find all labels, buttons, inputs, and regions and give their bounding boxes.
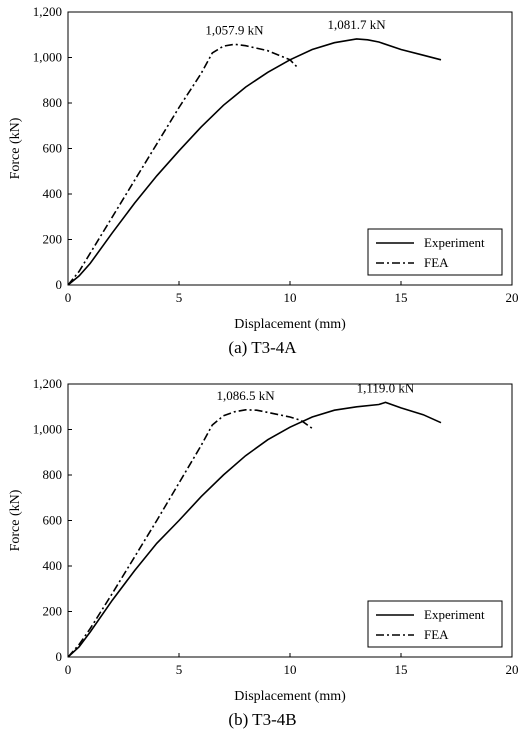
x-axis-label: Displacement (mm)	[234, 689, 346, 704]
y-tick-label: 600	[43, 141, 63, 156]
x-tick-label: 10	[284, 290, 297, 305]
chart-a-caption: (a) T3-4A	[228, 338, 297, 357]
x-tick-label: 20	[506, 662, 519, 677]
series-line-fea	[67, 408, 313, 658]
y-tick-label: 0	[56, 649, 63, 664]
x-tick-label: 0	[65, 662, 72, 677]
y-tick-label: 0	[56, 277, 63, 292]
y-tick-label: 1,000	[33, 422, 62, 437]
x-tick-label: 0	[65, 290, 72, 305]
y-tick-label: 600	[43, 513, 63, 528]
chart-b-svg: 0 200 400 600 800 1,000 1,200 0 5 10 15 20 Displacem…	[8, 376, 519, 704]
legend-box	[367, 228, 503, 276]
y-tick-label: 1,200	[33, 4, 62, 19]
series-line-experiment	[67, 401, 442, 658]
x-tick-label: 10	[284, 662, 297, 677]
x-tick-label: 5	[176, 662, 183, 677]
y-tick-label: 1,000	[33, 50, 62, 65]
y-tick-label: 1,200	[33, 376, 62, 391]
y-axis-label: Force (kN)	[8, 489, 23, 551]
x-tick-label: 20	[506, 290, 519, 305]
series-line-experiment	[67, 38, 442, 286]
y-tick-label: 400	[43, 558, 63, 573]
peak-annotation: 1,081.7 kN	[328, 17, 387, 32]
y-axis-label: Force (kN)	[8, 117, 23, 179]
chart-a-svg: 0 200 400 600 800 1,000 1,200 0 5 10 15 20 Displacem…	[8, 4, 519, 332]
chart-panel-a: 0 200 400 600 800 1,000 1,200 0 5 10 15 20 Displacem…	[8, 4, 519, 357]
y-tick-label: 400	[43, 186, 63, 201]
x-axis-label: Displacement (mm)	[234, 317, 346, 332]
x-tick-label: 15	[395, 290, 408, 305]
x-tick-label: 15	[395, 662, 408, 677]
legend-label-fea: FEA	[424, 255, 449, 270]
y-tick-label: 800	[43, 467, 63, 482]
legend-label-fea: FEA	[424, 627, 449, 642]
legend-label-experiment: Experiment	[424, 235, 485, 250]
peak-annotation: 1,119.0 kN	[357, 380, 415, 395]
series-line-fea	[67, 43, 298, 286]
y-tick-label: 200	[43, 232, 63, 247]
legend-box	[367, 600, 503, 648]
peak-annotation: 1,057.9 kN	[205, 22, 264, 37]
chart-panel-b: 0 200 400 600 800 1,000 1,200 0 5 10 15 20 Displacem…	[0, 372, 525, 744]
y-tick-label: 200	[43, 604, 63, 619]
peak-annotation: 1,086.5 kN	[217, 388, 276, 403]
legend-label-experiment: Experiment	[424, 607, 485, 622]
y-tick-label: 800	[43, 95, 63, 110]
chart-b-caption: (b) T3-4B	[228, 710, 297, 729]
x-tick-label: 5	[176, 290, 183, 305]
